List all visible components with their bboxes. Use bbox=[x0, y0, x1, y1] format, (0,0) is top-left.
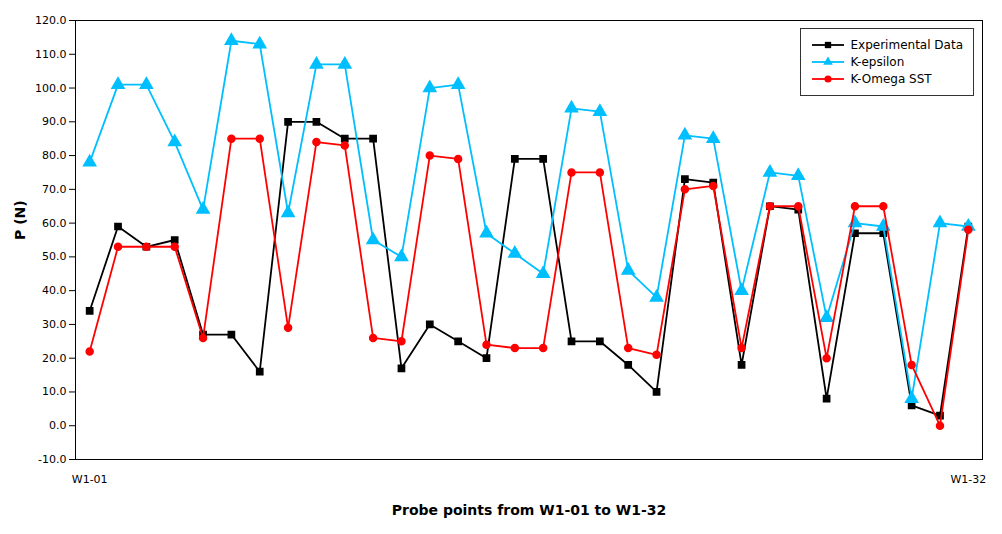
svg-text:60.0: 60.0 bbox=[42, 217, 67, 230]
svg-text:-10.0: -10.0 bbox=[38, 453, 66, 466]
svg-text:40.0: 40.0 bbox=[42, 284, 67, 297]
svg-text:80.0: 80.0 bbox=[42, 149, 67, 162]
svg-text:20.0: 20.0 bbox=[42, 352, 67, 365]
svg-text:50.0: 50.0 bbox=[42, 250, 67, 263]
svg-text:30.0: 30.0 bbox=[42, 318, 67, 331]
svg-text:120.0: 120.0 bbox=[35, 14, 67, 27]
svg-text:P (N): P (N) bbox=[12, 200, 28, 240]
svg-text:W1-32: W1-32 bbox=[950, 473, 986, 486]
svg-text:70.0: 70.0 bbox=[42, 183, 67, 196]
html-text:Experimental Data: Experimental Data bbox=[850, 38, 963, 52]
svg-text:90.0: 90.0 bbox=[42, 115, 67, 128]
html-text:K-epsilon: K-epsilon bbox=[850, 55, 905, 69]
svg-text:Probe points from W1-01 to W1-: Probe points from W1-01 to W1-32 bbox=[392, 502, 667, 518]
svg-text:0.0: 0.0 bbox=[49, 419, 67, 432]
svg-text:W1-01: W1-01 bbox=[72, 473, 108, 486]
svg-text:100.0: 100.0 bbox=[35, 82, 67, 95]
html-text:K-Omega SST: K-Omega SST bbox=[850, 72, 932, 86]
svg-text:110.0: 110.0 bbox=[35, 48, 67, 61]
svg-text:10.0: 10.0 bbox=[42, 385, 67, 398]
